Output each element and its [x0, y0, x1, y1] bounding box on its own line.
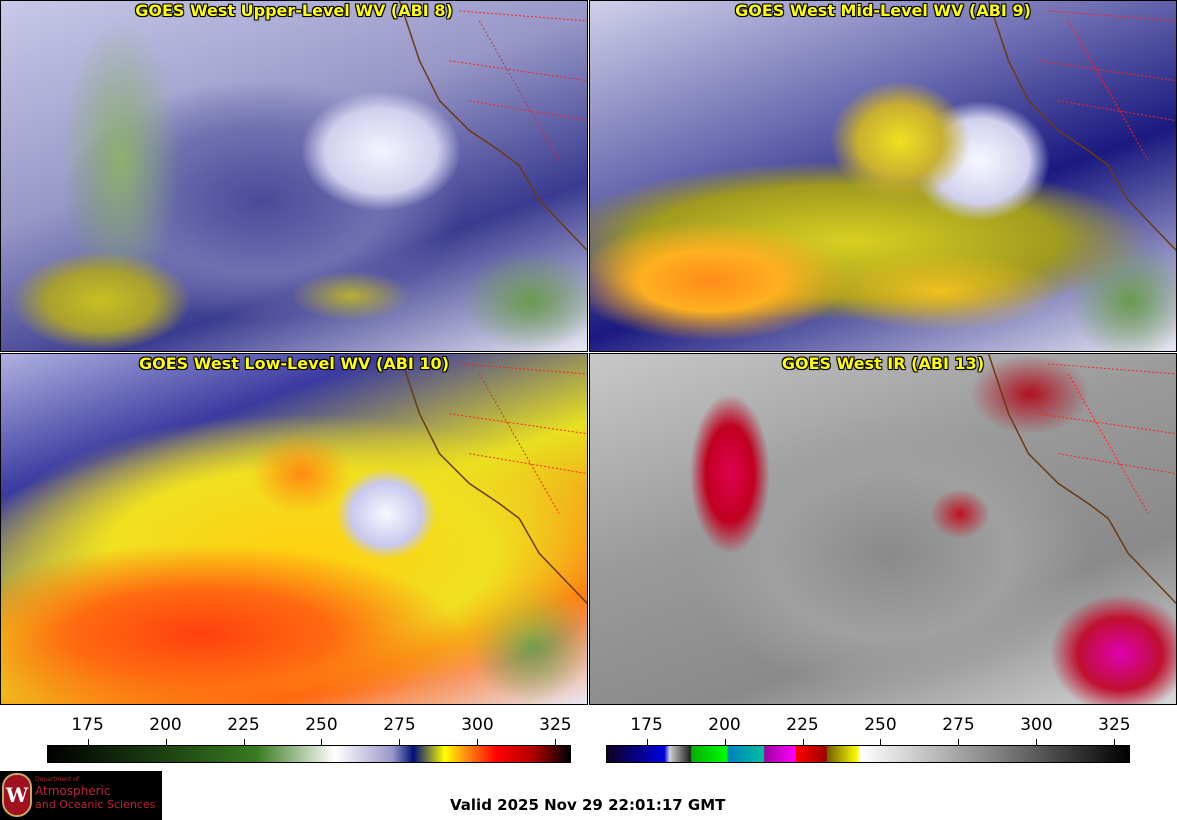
upper-level-wv-panel: GOES West Upper-Level WV (ABI 8)	[0, 0, 588, 352]
tick-mark	[880, 739, 882, 745]
tick-mark	[802, 739, 804, 745]
tick-mark	[1114, 739, 1116, 745]
tick-mark	[243, 739, 245, 745]
tick-mark	[646, 739, 648, 745]
logo-line2: and Oceanic Sciences	[35, 798, 156, 811]
colorbar-ticks: 175 200 225 250 275 300 325	[0, 705, 589, 745]
tick-mark	[724, 739, 726, 745]
mid-level-wv-panel: GOES West Mid-Level WV (ABI 9)	[589, 0, 1177, 352]
coastline-overlay	[398, 354, 587, 604]
satellite-image	[1, 354, 587, 704]
satellite-image	[590, 354, 1176, 704]
ir-panel: GOES West IR (ABI 13)	[589, 353, 1177, 705]
tick-label: 225	[227, 715, 260, 735]
tick-mark	[165, 739, 167, 745]
coastline-overlay	[398, 1, 587, 251]
logo-line1: Atmospheric	[35, 784, 111, 798]
low-level-wv-panel: GOES West Low-Level WV (ABI 10)	[0, 353, 588, 705]
tick-label: 250	[305, 715, 338, 735]
tick-label: 175	[71, 715, 104, 735]
satellite-image	[1, 1, 587, 351]
colorbar-gradient	[47, 745, 571, 763]
tick-mark	[958, 739, 960, 745]
tick-label: 325	[1098, 715, 1131, 735]
tick-mark	[1036, 739, 1038, 745]
aos-logo: W Department of Atmospheric and Oceanic …	[0, 771, 162, 820]
wv-colorbar: 175 200 225 250 275 300 325	[0, 705, 589, 767]
tick-mark	[399, 739, 401, 745]
tick-label: 300	[461, 715, 494, 735]
tick-label: 175	[630, 715, 663, 735]
colorbar-gradient	[606, 745, 1130, 763]
ir-colorbar: 175 200 225 250 275 300 325	[559, 705, 1148, 767]
panel-title: GOES West Upper-Level WV (ABI 8)	[135, 1, 453, 20]
tick-label: 225	[786, 715, 819, 735]
tick-mark	[555, 739, 557, 745]
tick-label: 250	[864, 715, 897, 735]
coastline-overlay	[987, 354, 1176, 604]
tick-label: 300	[1020, 715, 1053, 735]
tick-label: 325	[539, 715, 572, 735]
panel-title: GOES West IR (ABI 13)	[781, 354, 985, 373]
colorbar-ticks: 175 200 225 250 275 300 325	[559, 705, 1148, 745]
satellite-image	[590, 1, 1176, 351]
uw-crest-icon: W	[2, 773, 32, 817]
tick-label: 200	[708, 715, 741, 735]
tick-label: 200	[149, 715, 182, 735]
panel-title: GOES West Low-Level WV (ABI 10)	[138, 354, 449, 373]
tick-mark	[87, 739, 89, 745]
valid-time: Valid 2025 Nov 29 22:01:17 GMT	[450, 796, 726, 814]
logo-dept: Department of	[35, 776, 79, 783]
tick-label: 275	[383, 715, 416, 735]
tick-mark	[477, 739, 479, 745]
tick-mark	[321, 739, 323, 745]
panel-title: GOES West Mid-Level WV (ABI 9)	[735, 1, 1031, 20]
coastline-overlay	[987, 1, 1176, 251]
tick-label: 275	[942, 715, 975, 735]
